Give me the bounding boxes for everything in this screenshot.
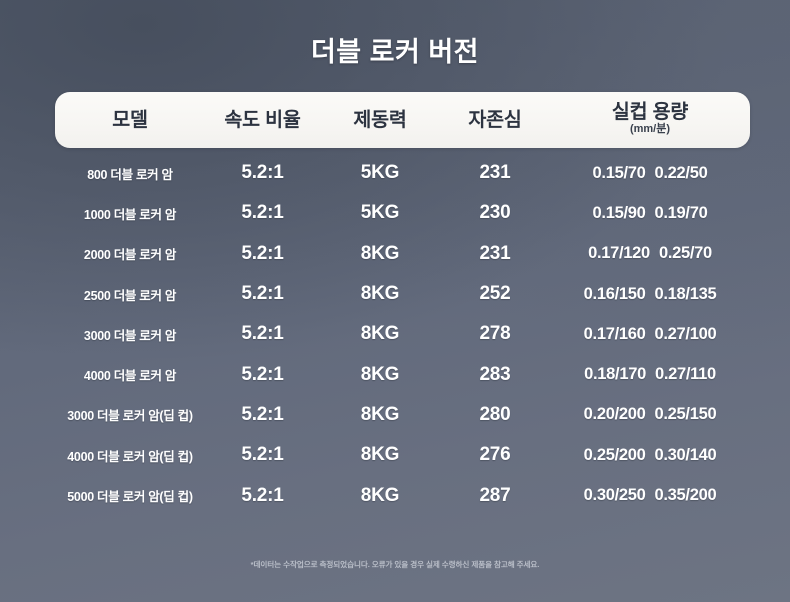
cell-drag: 231 bbox=[479, 162, 511, 184]
column-header-spool-capacity-unit: (mm/분) bbox=[629, 123, 671, 136]
cell-speed-ratio: 5.2:1 bbox=[241, 323, 284, 345]
cell-model: 3000 더블 로커 암(딥 컵) bbox=[67, 409, 193, 424]
cell-model: 4000 더블 로커 암(딥 컵) bbox=[67, 449, 193, 464]
table-row: 3000 더블 로커 암(딥 컵) 5.2:1 8KG 280 0.20/200… bbox=[55, 395, 750, 435]
table-body: 800 더블 로커 암 5.2:1 5KG 231 0.15/70 0.22/5… bbox=[55, 153, 750, 516]
cell-model: 2500 더블 로커 암 bbox=[83, 288, 177, 303]
column-header-braking-power-label: 제동력 bbox=[353, 108, 407, 131]
spec-table: 모델 속도 비율 제동력 자존심 실컵 용량 (mm/분) 800 더블 로커 … bbox=[55, 92, 750, 516]
table-row: 4000 더블 로커 암(딥 컵) 5.2:1 8KG 276 0.25/200… bbox=[55, 435, 750, 475]
cell-spool-capacity-secondary: 0.27/100 bbox=[654, 324, 717, 343]
table-row: 2000 더블 로커 암 5.2:1 8KG 231 0.17/120 0.25… bbox=[55, 234, 750, 274]
cell-spool-capacity: 0.18/170 0.27/110 bbox=[550, 365, 750, 384]
cell-spool-capacity: 0.17/160 0.27/100 bbox=[550, 325, 750, 344]
cell-braking-power: 5KG bbox=[360, 162, 400, 184]
cell-spool-capacity-secondary: 0.22/50 bbox=[654, 163, 708, 182]
cell-spool-capacity-secondary: 0.19/70 bbox=[654, 203, 708, 222]
column-header-braking-power: 제동력 bbox=[320, 110, 440, 130]
table-row: 800 더블 로커 암 5.2:1 5KG 231 0.15/70 0.22/5… bbox=[55, 153, 750, 193]
cell-spool-capacity-primary: 0.30/250 bbox=[583, 486, 646, 505]
cell-model: 3000 더블 로커 암 bbox=[83, 328, 177, 343]
cell-speed-ratio: 5.2:1 bbox=[241, 444, 284, 466]
cell-model: 2000 더블 로커 암 bbox=[83, 248, 177, 263]
cell-spool-capacity-primary: 0.18/170 bbox=[584, 365, 646, 384]
column-header-model: 모델 bbox=[55, 110, 205, 130]
cell-spool-capacity-primary: 0.20/200 bbox=[583, 405, 646, 424]
page-title: 더블 로커 버전 bbox=[310, 37, 480, 67]
cell-spool-capacity: 0.20/200 0.25/150 bbox=[550, 405, 750, 424]
column-header-speed-ratio: 속도 비율 bbox=[205, 110, 320, 130]
table-header-row: 모델 속도 비율 제동력 자존심 실컵 용량 (mm/분) bbox=[55, 92, 750, 148]
cell-spool-capacity-secondary: 0.25/70 bbox=[658, 244, 712, 263]
table-row: 3000 더블 로커 암 5.2:1 8KG 278 0.17/160 0.27… bbox=[55, 314, 750, 354]
column-header-drag: 자존심 bbox=[440, 110, 550, 130]
cell-braking-power: 8KG bbox=[360, 283, 400, 305]
cell-spool-capacity: 0.30/250 0.35/200 bbox=[550, 486, 750, 505]
cell-model: 4000 더블 로커 암 bbox=[83, 369, 177, 384]
footnote-disclaimer: *데이터는 수작업으로 측정되었습니다. 오류가 있을 경우 실제 수령하신 제… bbox=[250, 560, 540, 569]
column-header-spool-capacity-label: 실컵 용량 bbox=[611, 100, 689, 123]
cell-drag: 276 bbox=[479, 444, 511, 466]
cell-spool-capacity: 0.16/150 0.18/135 bbox=[550, 285, 750, 304]
cell-drag: 231 bbox=[479, 242, 511, 264]
table-row: 4000 더블 로커 암 5.2:1 8KG 283 0.18/170 0.27… bbox=[55, 354, 750, 394]
cell-spool-capacity: 0.15/90 0.19/70 bbox=[550, 204, 750, 223]
cell-spool-capacity-primary: 0.25/200 bbox=[583, 445, 646, 464]
cell-braking-power: 8KG bbox=[360, 323, 400, 345]
cell-spool-capacity-primary: 0.17/160 bbox=[583, 324, 646, 343]
column-header-model-label: 모델 bbox=[112, 108, 148, 131]
cell-speed-ratio: 5.2:1 bbox=[241, 202, 284, 224]
cell-drag: 230 bbox=[479, 202, 511, 224]
column-header-speed-ratio-label: 속도 비율 bbox=[224, 108, 301, 131]
cell-spool-capacity: 0.15/70 0.22/50 bbox=[550, 164, 750, 183]
cell-spool-capacity-secondary: 0.35/200 bbox=[654, 486, 717, 505]
cell-model: 5000 더블 로커 암(딥 컵) bbox=[67, 490, 193, 505]
cell-speed-ratio: 5.2:1 bbox=[241, 162, 284, 184]
table-row: 5000 더블 로커 암(딥 컵) 5.2:1 8KG 287 0.30/250… bbox=[55, 475, 750, 515]
cell-model: 1000 더블 로커 암 bbox=[83, 207, 177, 222]
cell-spool-capacity-primary: 0.15/70 bbox=[592, 163, 646, 182]
cell-braking-power: 8KG bbox=[360, 403, 400, 425]
cell-braking-power: 5KG bbox=[360, 202, 400, 224]
cell-spool-capacity-secondary: 0.30/140 bbox=[654, 445, 717, 464]
cell-braking-power: 8KG bbox=[360, 363, 400, 385]
column-header-spool-capacity: 실컵 용량 (mm/분) bbox=[550, 102, 750, 138]
cell-model: 800 더블 로커 암 bbox=[87, 167, 173, 182]
cell-speed-ratio: 5.2:1 bbox=[241, 283, 284, 305]
cell-spool-capacity: 0.25/200 0.30/140 bbox=[550, 446, 750, 465]
cell-braking-power: 8KG bbox=[360, 242, 400, 264]
cell-spool-capacity-secondary: 0.18/135 bbox=[654, 284, 717, 303]
cell-braking-power: 8KG bbox=[360, 484, 400, 506]
cell-braking-power: 8KG bbox=[360, 444, 400, 466]
cell-drag: 278 bbox=[479, 323, 511, 345]
cell-drag: 287 bbox=[479, 484, 511, 506]
cell-spool-capacity: 0.17/120 0.25/70 bbox=[550, 244, 750, 263]
table-row: 1000 더블 로커 암 5.2:1 5KG 230 0.15/90 0.19/… bbox=[55, 193, 750, 233]
cell-speed-ratio: 5.2:1 bbox=[241, 403, 284, 425]
cell-spool-capacity-primary: 0.15/90 bbox=[592, 203, 646, 222]
table-row: 2500 더블 로커 암 5.2:1 8KG 252 0.16/150 0.18… bbox=[55, 274, 750, 314]
cell-drag: 283 bbox=[479, 363, 511, 385]
cell-spool-capacity-secondary: 0.27/110 bbox=[654, 365, 716, 384]
cell-spool-capacity-primary: 0.17/120 bbox=[588, 244, 650, 263]
cell-speed-ratio: 5.2:1 bbox=[241, 242, 284, 264]
cell-drag: 280 bbox=[479, 403, 511, 425]
column-header-drag-label: 자존심 bbox=[468, 108, 522, 131]
cell-speed-ratio: 5.2:1 bbox=[241, 363, 284, 385]
cell-spool-capacity-secondary: 0.25/150 bbox=[654, 405, 717, 424]
cell-spool-capacity-primary: 0.16/150 bbox=[583, 284, 646, 303]
cell-drag: 252 bbox=[479, 283, 511, 305]
cell-speed-ratio: 5.2:1 bbox=[241, 484, 284, 506]
